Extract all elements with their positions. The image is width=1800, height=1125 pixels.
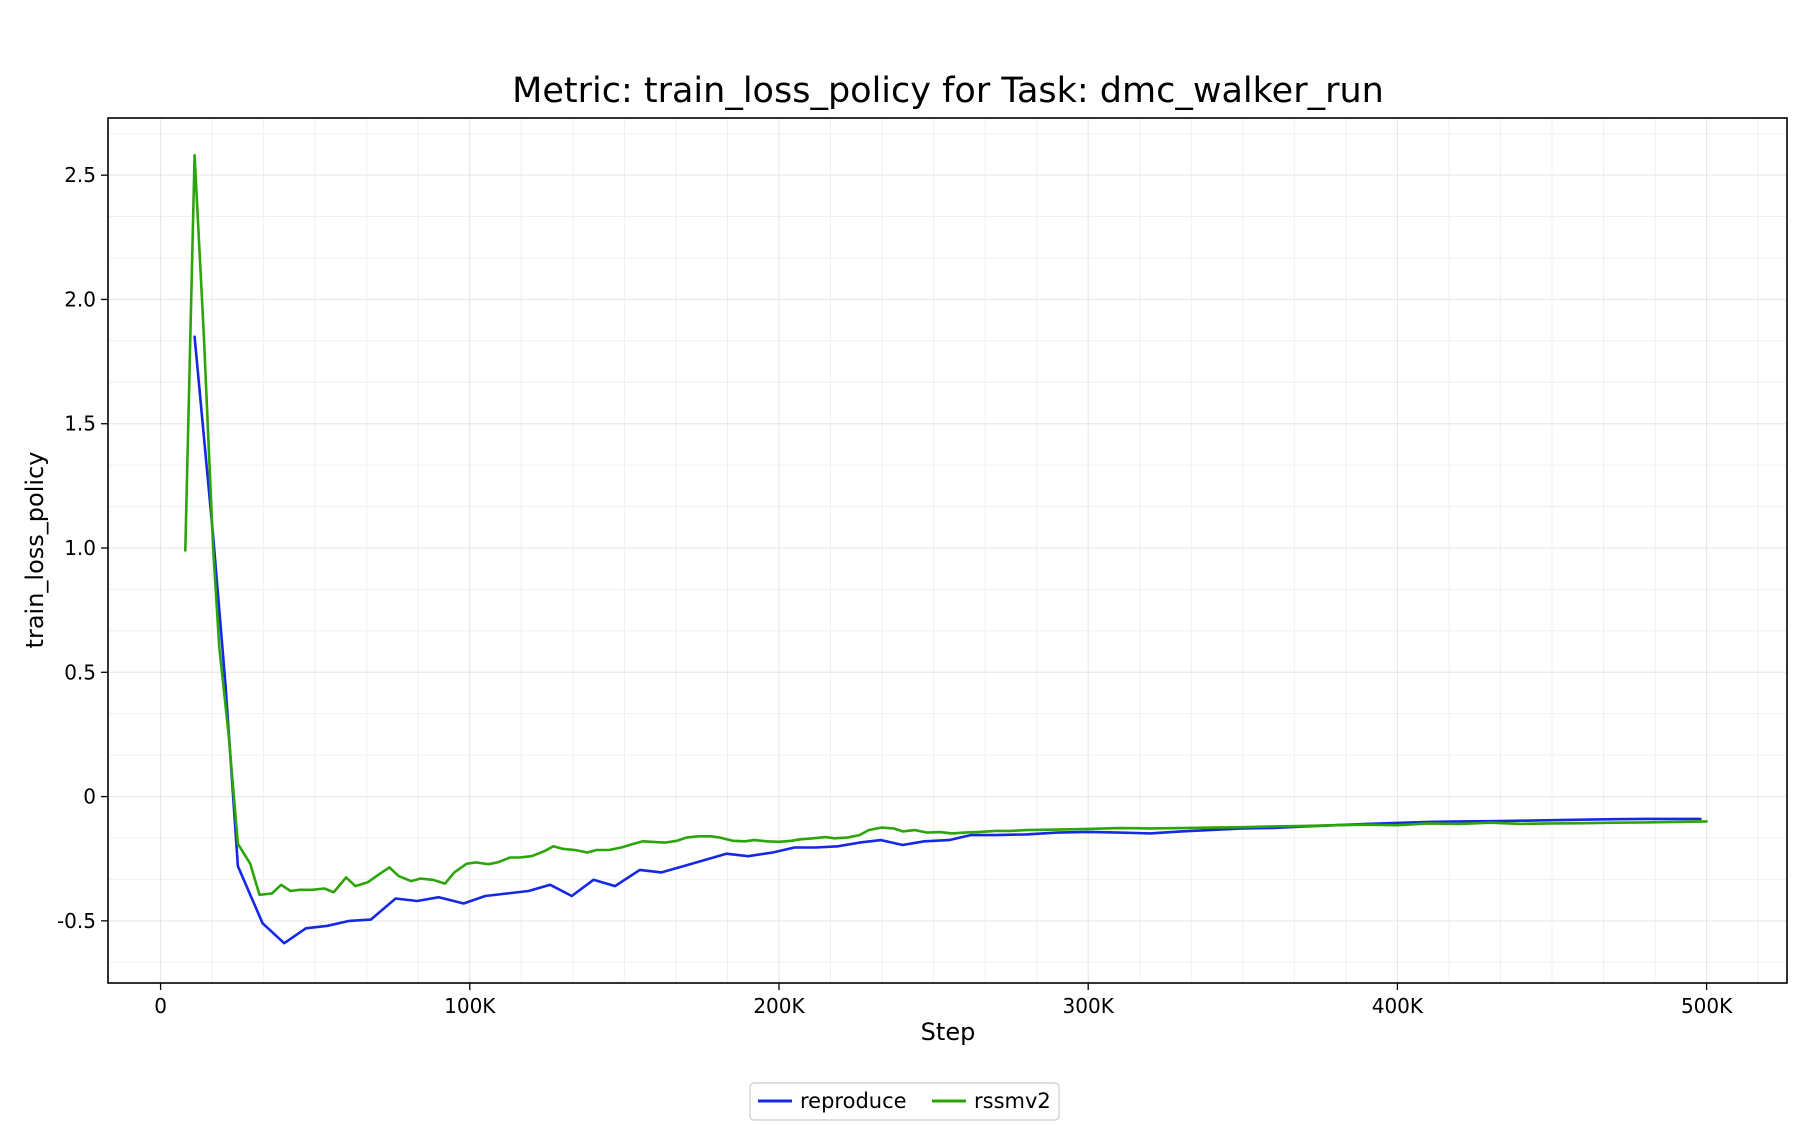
x-tick-label: 100K <box>444 994 496 1018</box>
y-tick-label: 0 <box>83 785 96 809</box>
series-layer <box>184 154 1708 945</box>
x-axis: 0 100K 200K 300K 400K 500K <box>154 983 1733 1018</box>
y-tick-label: 0.5 <box>64 660 96 684</box>
y-tick-label: 1.5 <box>64 412 96 436</box>
legend-box <box>749 1082 1060 1121</box>
series-line-rssmv2 <box>184 154 1708 897</box>
x-tick-label: 300K <box>1063 994 1115 1018</box>
x-tick-label: 200K <box>753 994 805 1018</box>
legend-label-rssmv2: rssmv2 <box>974 1089 1051 1113</box>
x-tick-label: 0 <box>154 994 167 1018</box>
chart-title: Metric: train_loss_policy for Task: dmc_… <box>512 71 1384 111</box>
legend-label-reproduce: reproduce <box>800 1089 907 1113</box>
y-tick-label: 2.0 <box>64 287 96 311</box>
plot-frame <box>107 117 1788 984</box>
y-tick-label: 1.0 <box>64 536 96 560</box>
y-axis-label: train_loss_policy <box>21 452 49 649</box>
x-tick-label: 500K <box>1681 994 1733 1018</box>
x-tick-label: 400K <box>1372 994 1424 1018</box>
series-line-reproduce <box>193 335 1702 945</box>
legend: reproduce rssmv2 <box>749 1082 1060 1121</box>
y-tick-label: 2.5 <box>64 163 96 187</box>
x-axis-label: Step <box>921 1018 976 1046</box>
major-gridlines <box>108 118 1787 983</box>
y-tick-label: -0.5 <box>57 909 96 933</box>
y-axis: -0.5 0 0.5 1.0 1.5 2.0 2.5 <box>57 163 108 933</box>
